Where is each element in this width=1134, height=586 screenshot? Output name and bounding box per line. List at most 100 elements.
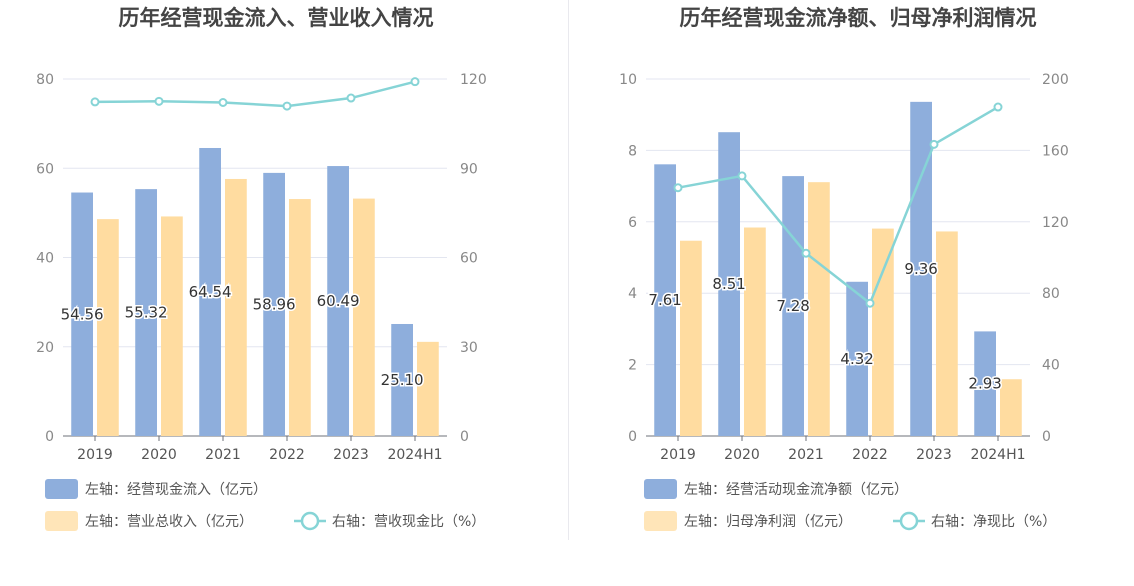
bar-secondary [808,182,830,436]
line-series [677,105,999,306]
y-right-tick-label: 80 [1042,286,1060,302]
bar-primary [782,176,804,436]
y-left-tick-label: 6 [628,215,637,231]
line-point [346,93,356,103]
bar-secondary [680,240,702,436]
bar-data-label: 25.10 [381,371,424,389]
x-tick-label: 2020 [724,447,760,463]
bar-data-label: 55.32 [125,304,168,322]
bar-primary [846,281,868,436]
x-tick-label: 2021 [788,447,824,463]
bar-primary [327,166,349,437]
bar-data-label: 4.32 [840,350,873,368]
chart-panel-right: 历年经营现金流净额、归母净利润情况 0 2 4 6 8 10 0 40 80 120 160 200 20… [567,0,1134,582]
legend-label[interactable]: 右轴：净现比（%） [931,514,1056,530]
line-point [929,139,939,149]
legend-swatch-bar [45,511,78,531]
legend-swatch-bar [644,479,677,499]
line-point [282,101,292,111]
y-left-tick-label: 10 [619,72,637,88]
y-right-tick-label: 200 [1042,72,1069,88]
bar-data-label: 58.96 [253,295,296,313]
y-left-tick-label: 80 [36,72,54,88]
y-right-tick-label: 30 [460,340,478,356]
y-right-tick-label: 120 [460,72,487,88]
y-right-tick-label: 120 [1042,215,1069,231]
line-point [737,171,747,181]
bar-primary [974,331,996,436]
x-tick-label: 2019 [77,447,113,463]
chart-title: 历年经营现金流入、营业收入情况 [119,6,434,30]
x-tick-label: 2022 [269,447,305,463]
bar-secondary [872,228,894,436]
bar-primary [718,132,740,436]
line-point [154,96,164,106]
legend-swatch-bar [644,511,677,531]
y-right-tick-label: 60 [460,251,478,267]
line-series [94,80,416,108]
x-tick-label: 2024H1 [970,447,1025,463]
y-left-tick-label: 40 [36,251,54,267]
chart-panel-left: 历年经营现金流入、营业收入情况 0 20 40 60 80 0 30 60 90 120 2019 20… [0,0,567,582]
bar-primary [135,189,157,436]
bar-secondary [417,341,439,436]
legend-label[interactable]: 右轴：营收现金比（%） [332,514,485,530]
panel-divider [568,0,569,540]
bar-data-label: 7.61 [648,291,681,309]
line-point [801,248,811,258]
y-left-tick-label: 2 [628,358,637,374]
legend-swatch-marker [899,511,919,531]
line-point [90,97,100,107]
y-left-tick-label: 0 [45,429,54,445]
bar-data-label: 7.28 [776,297,809,315]
chart-cash-inflow-revenue: 历年经营现金流入、营业收入情况 0 20 40 60 80 0 30 60 90 120 2019 20… [36,6,487,531]
line-point [993,102,1003,112]
bar-secondary [936,231,958,436]
y-left-tick-label: 20 [36,340,54,356]
y-right-tick-label: 160 [1042,143,1069,159]
x-tick-label: 2019 [660,447,696,463]
legend-swatch-bar [45,479,78,499]
bar-data-label: 2.93 [968,375,1001,393]
y-left-tick-label: 0 [628,429,637,445]
legend-swatch-marker [300,511,320,531]
bar-primary [391,323,413,436]
bar-primary [71,192,93,436]
bar-data-label: 54.56 [61,305,104,323]
legend-label[interactable]: 左轴：归母净利润（亿元） [684,513,852,530]
bar-secondary [161,216,183,436]
line-point [218,98,228,108]
bar-primary [910,101,932,437]
bar-secondary [353,198,375,436]
x-tick-label: 2020 [141,447,177,463]
y-right-tick-label: 90 [460,161,478,177]
y-left-tick-label: 60 [36,161,54,177]
y-left-tick-label: 8 [628,143,637,159]
bar-secondary [1000,379,1022,436]
x-tick-label: 2021 [205,447,241,463]
bar-secondary [289,199,311,436]
bar-primary [199,147,221,437]
x-tick-label: 2023 [333,447,369,463]
x-tick-label: 2023 [916,447,952,463]
bar-primary [654,164,676,436]
line-point [410,77,420,87]
bar-secondary [97,219,119,436]
bar-data-label: 8.51 [712,275,745,293]
y-right-tick-label: 0 [460,429,469,445]
legend-label[interactable]: 左轴：经营现金流入（亿元） [85,482,267,498]
bar-data-label: 64.54 [189,283,232,301]
legend-label[interactable]: 左轴：营业总收入（亿元） [85,514,253,530]
line-point [865,298,875,308]
bar-primary [263,172,285,437]
chart-net-cash-flow-profit: 历年经营现金流净额、归母净利润情况 0 2 4 6 8 10 0 40 80 120 160 200 20… [619,6,1069,531]
line-point [673,183,683,193]
y-right-tick-label: 0 [1042,429,1051,445]
y-left-tick-label: 4 [628,286,637,302]
chart-title: 历年经营现金流净额、归母净利润情况 [680,6,1037,30]
legend-label[interactable]: 左轴：经营活动现金流净额（亿元） [684,482,908,498]
bar-data-label: 60.49 [317,292,360,310]
bar-secondary [744,227,766,436]
bar-secondary [225,178,247,436]
x-tick-label: 2024H1 [387,447,442,463]
